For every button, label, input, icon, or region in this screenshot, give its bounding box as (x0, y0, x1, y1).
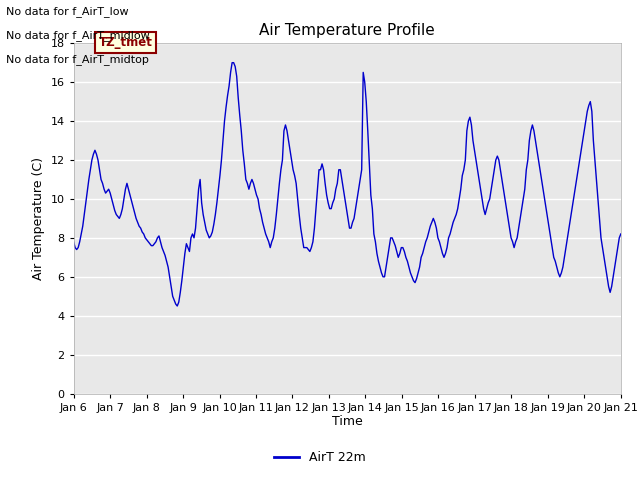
Text: No data for f_AirT_midtop: No data for f_AirT_midtop (6, 54, 149, 65)
Text: No data for f_AirT_low: No data for f_AirT_low (6, 6, 129, 17)
Text: No data for f_AirT_midlow: No data for f_AirT_midlow (6, 30, 150, 41)
Legend: AirT 22m: AirT 22m (269, 446, 371, 469)
Text: TZ_tmet: TZ_tmet (99, 36, 152, 49)
Title: Air Temperature Profile: Air Temperature Profile (259, 23, 435, 38)
Y-axis label: Air Temperature (C): Air Temperature (C) (32, 157, 45, 280)
X-axis label: Time: Time (332, 415, 363, 429)
